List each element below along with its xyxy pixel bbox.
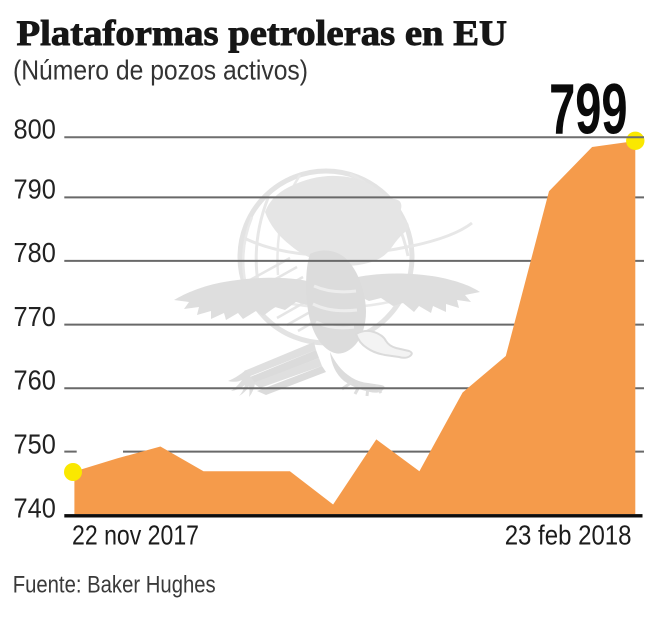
svg-text:Plataformas petroleras en EU: Plataformas petroleras en EU (17, 13, 508, 53)
svg-text:750: 750 (14, 428, 56, 459)
svg-text:780: 780 (14, 237, 56, 268)
svg-text:770: 770 (14, 301, 56, 332)
svg-text:740: 740 (14, 493, 56, 524)
svg-text:799: 799 (549, 70, 628, 149)
svg-text:800: 800 (14, 113, 56, 144)
svg-text:760: 760 (14, 364, 56, 395)
svg-text:Fuente: Baker Hughes: Fuente: Baker Hughes (13, 572, 216, 599)
svg-text:23 feb 2018: 23 feb 2018 (505, 520, 632, 551)
svg-text:790: 790 (14, 174, 56, 205)
svg-text:22 nov 2017: 22 nov 2017 (72, 519, 199, 550)
svg-text:(Número de pozos activos): (Número de pozos activos) (13, 54, 308, 85)
